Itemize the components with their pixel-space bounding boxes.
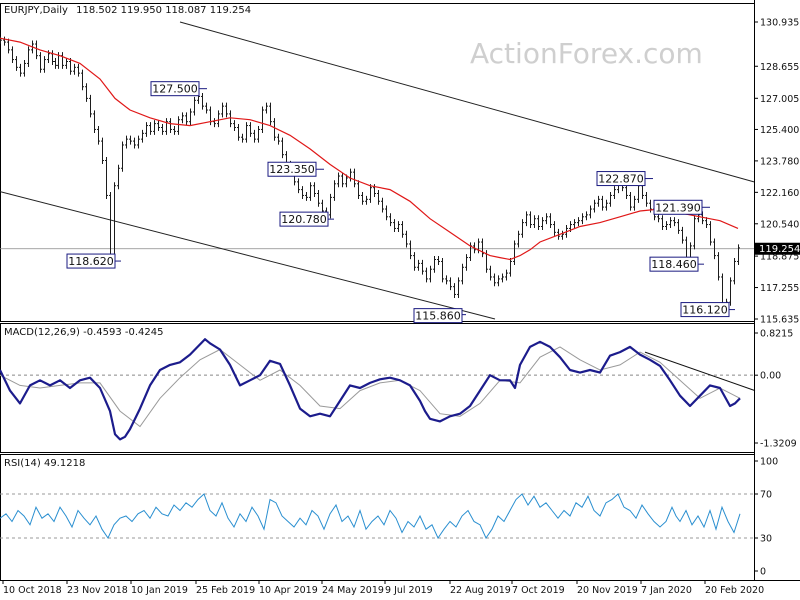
y-tick-label: 123.780	[760, 156, 799, 167]
y-tick-label: 0.8215	[760, 329, 793, 340]
annotation-label: 118.620	[68, 255, 114, 268]
price-annotation: 123.350	[267, 161, 324, 177]
y-tick-label: 100	[760, 457, 778, 468]
macd-signal-line	[0, 346, 741, 428]
y-tick-label: 0	[760, 567, 766, 578]
y-tick-label: 130.935	[760, 18, 799, 29]
macd-trendline	[644, 351, 756, 392]
y-tick-label: 30	[760, 534, 772, 545]
annotation-box	[413, 308, 463, 324]
annotation-label: 127.500	[152, 83, 198, 96]
last-price-tag	[755, 242, 800, 255]
rsi-plot	[0, 493, 754, 540]
x-tick-label: 23 Nov 2018	[67, 585, 128, 596]
annotation-label: 121.390	[655, 201, 701, 214]
y-tick-label: 0.00	[760, 371, 781, 382]
price-annotation: 118.460	[649, 256, 704, 272]
rsi-line	[0, 493, 741, 540]
y-tick-label: 128.655	[760, 62, 799, 73]
x-tick-label: 10 Jan 2019	[131, 585, 188, 596]
price-panel-title: EURJPY,Daily 118.502 119.950 118.087 119…	[4, 5, 251, 16]
price-annotation: 115.860	[413, 308, 466, 324]
annotation-label: 115.860	[415, 310, 461, 323]
macd-line	[0, 338, 741, 441]
price-annotation: 120.780	[279, 211, 334, 227]
x-tick-label: 22 Aug 2019	[450, 585, 511, 596]
price-annotation: 127.500	[150, 81, 207, 97]
x-tick-label: 24 May 2019	[322, 585, 384, 596]
y-tick-label: 70	[760, 490, 772, 501]
channel-lower-line	[0, 191, 496, 320]
last-price-label: 119.254	[759, 244, 800, 255]
y-tick-label: 127.005	[760, 94, 799, 105]
price-annotation: 116.120	[680, 302, 735, 318]
x-tick-label: 10 Oct 2018	[3, 585, 62, 596]
x-tick-label: 7 Oct 2019	[512, 585, 565, 596]
price-plot: 127.500 118.620 123.350 120.780 115.860 122.8…	[0, 21, 755, 324]
price-annotation: 118.620	[66, 253, 121, 269]
macd-panel-title: MACD(12,26,9) -0.4593 -0.4245	[4, 327, 164, 338]
moving-average-line	[0, 37, 739, 261]
y-tick-label: 118.875	[760, 252, 799, 263]
price-annotation: 121.390	[653, 199, 710, 215]
symbol-timeframe: EURJPY,Daily	[4, 5, 68, 16]
annotation-label: 118.460	[651, 258, 697, 271]
channel-upper-line	[179, 21, 755, 183]
y-tick-label: 115.635	[760, 315, 799, 326]
annotation-label: 116.120	[682, 304, 728, 317]
annotation-label: 122.870	[598, 173, 644, 186]
annotation-label: 120.780	[281, 213, 327, 226]
x-tick-label: 25 Feb 2019	[196, 585, 255, 596]
y-tick-label: 120.540	[760, 219, 799, 230]
x-tick-label: 7 Jan 2020	[641, 585, 692, 596]
y-tick-label: 122.160	[760, 188, 799, 199]
y-tick-label: 125.400	[760, 125, 799, 136]
rsi-panel-title: RSI(14) 49.1218	[4, 458, 85, 469]
x-tick-label: 20 Feb 2020	[705, 585, 764, 596]
y-tick-label: -1.3209	[760, 439, 797, 450]
y-tick-label: 117.255	[760, 283, 799, 294]
x-tick-label: 20 Nov 2019	[577, 585, 638, 596]
ohlc-readout: 118.502 119.950 118.087 119.254	[76, 5, 251, 16]
price-annotation: 122.870	[596, 171, 653, 187]
annotation-label: 123.350	[269, 163, 315, 176]
macd-plot	[0, 338, 756, 441]
watermark: ActionForex.com	[470, 37, 703, 70]
x-tick-label: 9 Jul 2019	[385, 585, 433, 596]
x-tick-label: 10 Apr 2019	[259, 585, 318, 596]
